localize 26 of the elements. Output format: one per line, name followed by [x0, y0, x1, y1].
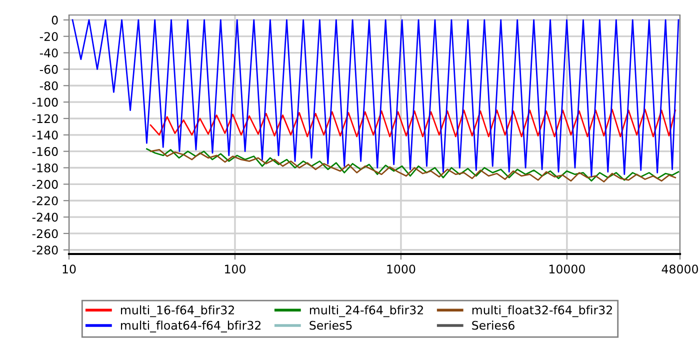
y-tick-label: -120: [32, 114, 58, 124]
y-tick-label: -160: [32, 147, 58, 156]
legend-label: Series6: [472, 320, 514, 330]
x-tick-label: 10: [62, 264, 76, 274]
legend-label: Series5: [310, 320, 352, 330]
legend-label: multi_float32-f64_bfir32: [472, 305, 612, 318]
y-tick-label: 0: [52, 16, 58, 25]
x-tick-label: 48000: [662, 264, 698, 274]
y-tick-label: -180: [32, 163, 58, 172]
legend-label: multi_24-f64_bfir32: [310, 305, 423, 318]
y-tick-label: -60: [40, 64, 58, 74]
y-tick-label: -80: [40, 81, 58, 90]
x-tick-label: 10000: [549, 264, 585, 274]
y-tick-label: -220: [32, 196, 58, 206]
y-tick-label: -20: [40, 32, 58, 42]
y-tick-label: -280: [32, 246, 58, 255]
y-tick-label: -140: [32, 130, 58, 140]
legend-label: multi_16-f64_bfir32: [120, 305, 234, 318]
y-tick-label: -240: [32, 212, 58, 222]
y-tick-label: -40: [40, 48, 58, 58]
x-tick-label: 1000: [387, 264, 416, 274]
y-tick-label: -260: [32, 229, 58, 238]
legend-label: multi_float64-f64_bfir32: [120, 320, 261, 332]
x-tick-label: 100: [225, 264, 246, 274]
y-tick-label: -100: [32, 98, 58, 107]
y-tick-label: -200: [32, 180, 58, 189]
